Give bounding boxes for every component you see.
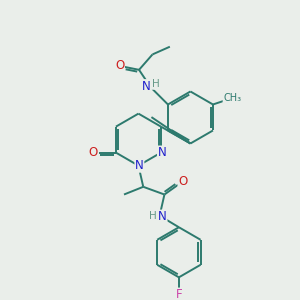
Text: F: F — [176, 288, 182, 300]
Text: H: H — [149, 211, 157, 221]
Text: N: N — [135, 159, 144, 172]
Text: O: O — [178, 176, 188, 188]
Text: N: N — [158, 210, 167, 223]
Text: N: N — [158, 146, 166, 159]
Text: CH₃: CH₃ — [223, 93, 241, 103]
Text: O: O — [115, 59, 124, 73]
Text: O: O — [88, 146, 98, 159]
Text: H: H — [152, 79, 159, 89]
Text: N: N — [142, 80, 151, 93]
